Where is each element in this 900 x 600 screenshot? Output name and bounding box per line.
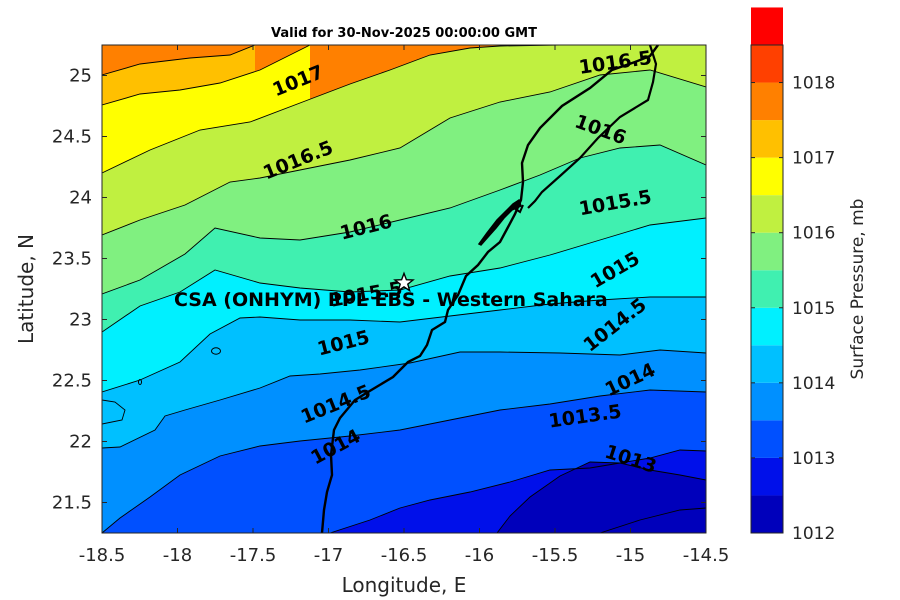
isobar-line <box>211 347 221 355</box>
colorbar-tick-label: 1012 <box>792 524 835 544</box>
y-tick-label: 22 <box>69 432 92 453</box>
x-tick-label: -16 <box>465 545 494 566</box>
y-axis-ticks: 21.5 22 22.5 23 23.5 24 24.5 25 <box>52 66 706 514</box>
pressure-band <box>102 508 706 533</box>
coastline-path <box>527 45 658 209</box>
colorbar: 1012 1013 1014 1015 1016 1017 1018 <box>750 7 835 544</box>
x-tick-label: -15 <box>616 545 645 566</box>
colorbar-frame <box>750 44 784 534</box>
pressure-bands <box>102 45 706 533</box>
isobar-line <box>496 461 706 533</box>
colorbar-swatch <box>751 345 783 383</box>
isobar-line <box>102 399 126 425</box>
colorbar-swatch <box>751 457 783 496</box>
colorbar-swatch <box>751 45 783 83</box>
colorbar-swatch <box>751 307 783 346</box>
isobar-line <box>102 217 706 333</box>
colorbar-label: Surface Pressure, mb <box>848 199 868 380</box>
colorbar-tick-label: 1015 <box>792 299 835 319</box>
colorbar-tick-label: 1014 <box>792 374 835 394</box>
x-tick-label: -18.5 <box>79 545 126 566</box>
x-axis-ticks: -18.5 -18 -17.5 -17 -16.5 -16 -15.5 -15 -14.5 <box>79 45 730 566</box>
y-tick-label: 23 <box>69 310 92 331</box>
coastline-path <box>477 198 522 246</box>
coastline-path <box>320 45 659 533</box>
colorbar-swatch <box>751 495 783 533</box>
x-tick-label: -16.5 <box>381 545 428 566</box>
station-marker: CSA (ONHYM) PPL EBS - Western Sahara <box>174 271 608 311</box>
colorbar-swatch <box>751 382 783 421</box>
x-tick-label: -17 <box>314 545 343 566</box>
isobar-line <box>102 45 311 106</box>
x-axis-label: Longitude, E <box>342 573 467 597</box>
coastline-path <box>510 204 524 214</box>
isobar-line <box>102 349 706 449</box>
colorbar-swatch <box>751 120 783 158</box>
colorbar-tick-label: 1016 <box>792 224 835 244</box>
isobar-line <box>102 45 256 76</box>
plot-title: Valid for 30-Nov-2025 00:00:00 GMT <box>271 26 537 41</box>
x-tick-label: -17.5 <box>230 545 277 566</box>
plot-area: 1017 1016.51016.5101610161015.51015.51015… <box>102 45 706 533</box>
y-tick-label: 23.5 <box>52 249 92 270</box>
y-tick-label: 21.5 <box>52 493 92 514</box>
isobar-line <box>102 69 706 236</box>
x-tick-label: -15.5 <box>532 545 579 566</box>
isobar-line <box>102 144 706 295</box>
isobar-line <box>329 449 706 533</box>
coastline <box>320 45 659 533</box>
y-axis-label: Latitude, N <box>14 234 38 344</box>
isobar-line <box>599 507 706 533</box>
y-tick-label: 24 <box>69 188 92 209</box>
colorbar-swatch <box>751 270 783 308</box>
colorbar-swatch <box>751 7 783 45</box>
isobar-line <box>102 45 706 174</box>
star-icon <box>393 271 415 293</box>
x-tick-label: -14.5 <box>683 545 730 566</box>
colorbar-swatch <box>751 157 783 196</box>
colorbar-tick-label: 1017 <box>792 149 835 169</box>
x-tick-label: -18 <box>163 545 192 566</box>
colorbar-tick-label: 1013 <box>792 449 835 469</box>
isobar-lines <box>102 45 706 533</box>
isobar-line <box>102 296 706 393</box>
isobar-line <box>102 389 706 533</box>
y-tick-label: 24.5 <box>52 127 92 148</box>
colorbar-swatch <box>751 420 783 458</box>
colorbar-swatch <box>751 82 783 121</box>
colorbar-swatch <box>751 195 783 233</box>
station-label: CSA (ONHYM) PPL EBS - Western Sahara <box>174 289 608 311</box>
isobar-line <box>138 379 142 385</box>
y-tick-label: 22.5 <box>52 371 92 392</box>
colorbar-tick-label: 1018 <box>792 74 835 94</box>
colorbar-swatch <box>751 232 783 271</box>
y-tick-label: 25 <box>69 66 92 87</box>
